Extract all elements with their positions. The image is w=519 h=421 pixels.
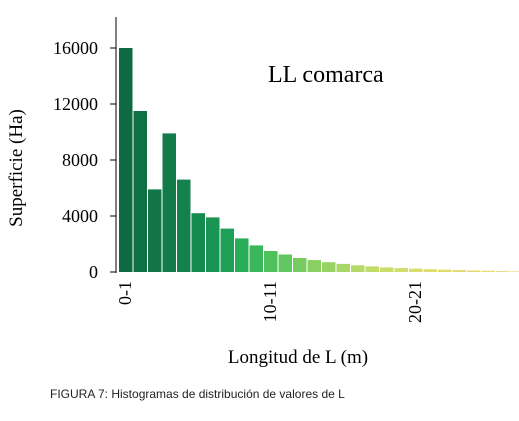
bar-0-1 — [119, 48, 133, 272]
bar-17-18 — [365, 266, 379, 272]
bars-group — [119, 48, 519, 272]
bar-27-28 — [510, 271, 519, 272]
y-tick-label: 0 — [89, 262, 98, 282]
bar-8-9 — [235, 238, 249, 272]
bar-23-24 — [452, 270, 466, 272]
x-tick-label: 0-1 — [115, 281, 135, 305]
bar-1-2 — [133, 111, 147, 272]
x-tick-label: 10-11 — [260, 281, 280, 322]
figure-caption: FIGURA 7: Histogramas de distribución de… — [50, 387, 345, 401]
y-tick-label: 4000 — [62, 206, 98, 226]
bar-13-14 — [307, 260, 321, 272]
bar-26-27 — [496, 271, 510, 272]
y-tick-label: 16000 — [53, 38, 98, 58]
y-axis-label: Superficie (Ha) — [6, 109, 27, 227]
bar-22-23 — [438, 269, 452, 272]
y-tick-label: 12000 — [53, 94, 98, 114]
bar-20-21 — [409, 268, 423, 272]
bar-15-16 — [336, 263, 350, 272]
bar-18-19 — [380, 267, 394, 272]
bar-21-22 — [423, 269, 437, 272]
x-axis-label: Longitud de L (m) — [228, 347, 368, 368]
x-tick-label: 20-21 — [405, 281, 425, 323]
y-tick-label: 8000 — [62, 150, 98, 170]
bar-11-12 — [278, 254, 292, 272]
bar-2-3 — [148, 189, 162, 272]
y-ticks-group: 0 4000 8000 12000 16000 — [53, 38, 116, 282]
bar-24-25 — [467, 270, 481, 272]
x-ticks-group: 0-1 10-11 20-21 — [115, 281, 425, 323]
bar-7-8 — [220, 228, 234, 272]
chart-title: LL comarca — [268, 62, 384, 88]
bar-25-26 — [481, 270, 495, 272]
bar-4-5 — [177, 179, 191, 272]
bar-3-4 — [162, 133, 176, 272]
bar-5-6 — [191, 213, 205, 272]
bar-16-17 — [351, 265, 365, 272]
bar-14-15 — [322, 262, 336, 272]
bar-10-11 — [264, 251, 278, 272]
bar-9-10 — [249, 245, 263, 272]
bar-6-7 — [206, 217, 220, 272]
bar-12-13 — [293, 258, 307, 272]
bar-19-20 — [394, 268, 408, 272]
